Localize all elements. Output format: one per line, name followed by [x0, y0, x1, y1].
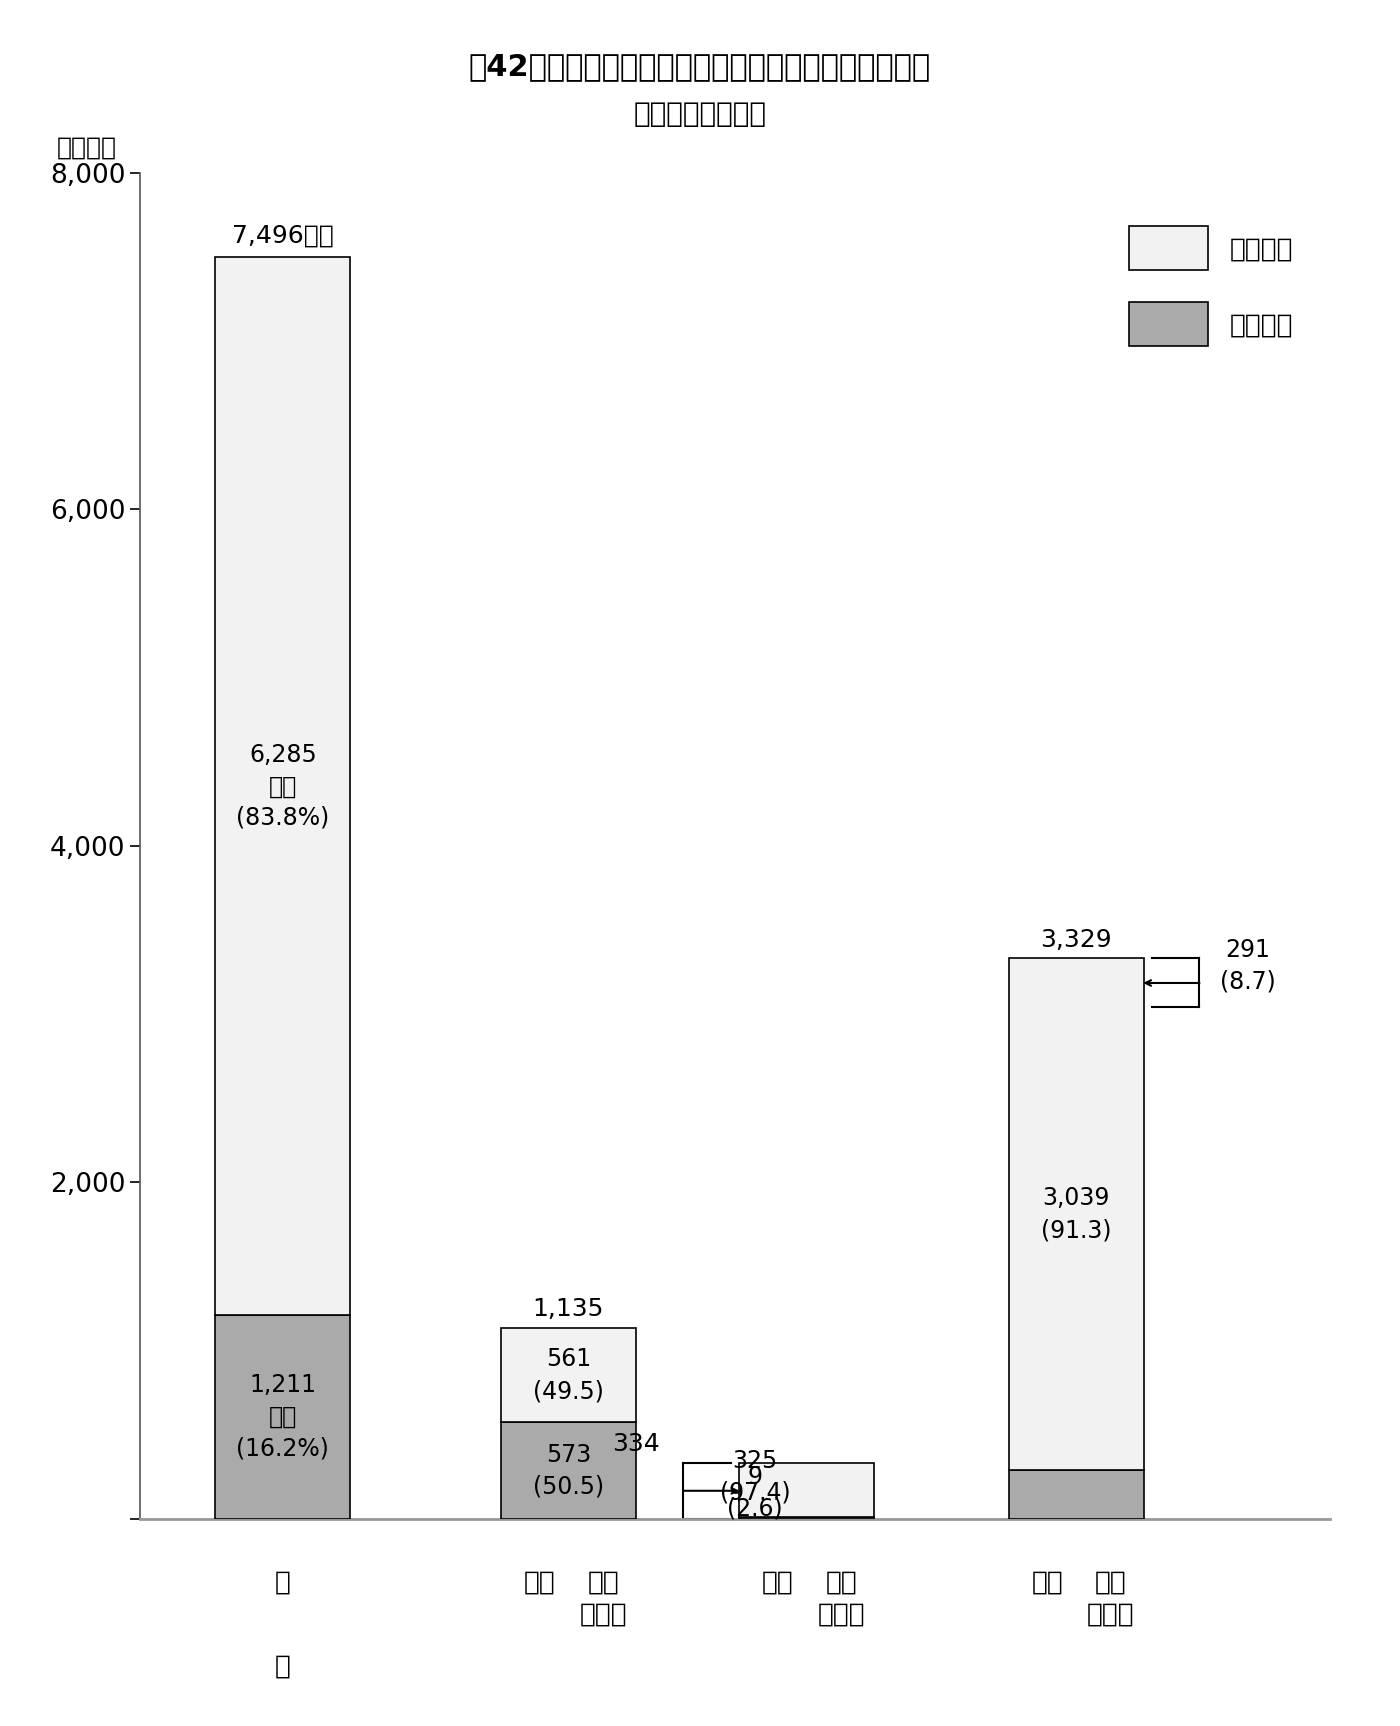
Text: 3,039
(91.3): 3,039 (91.3) — [1040, 1186, 1112, 1243]
Text: 334: 334 — [612, 1433, 659, 1457]
Text: 老人
福祉費: 老人 福祉費 — [818, 1569, 865, 1628]
Text: 561
(49.5): 561 (49.5) — [533, 1348, 603, 1403]
Bar — [1008, 1471, 1144, 1519]
Text: 1,211
億円
(16.2%): 1,211 億円 (16.2%) — [237, 1374, 329, 1460]
Text: 3,329: 3,329 — [1040, 929, 1112, 951]
Text: 9
(2.6): 9 (2.6) — [727, 1465, 783, 1521]
Text: 児童
福祉費: 児童 福祉費 — [1088, 1569, 1135, 1628]
Text: 第42図　民生費の目的別扶助費（補助・単独）の状況: 第42図 民生費の目的別扶助費（補助・単独）の状況 — [469, 52, 931, 81]
Text: 6,285
億円
(83.8%): 6,285 億円 (83.8%) — [237, 742, 329, 830]
Text: 社会
福祉費: 社会 福祉費 — [580, 1569, 627, 1628]
Text: うち: うち — [524, 1569, 556, 1595]
Bar — [216, 1315, 350, 1519]
Text: （億円）: （億円） — [56, 135, 116, 159]
Text: 573
(50.5): 573 (50.5) — [533, 1443, 603, 1498]
Text: 合: 合 — [274, 1569, 291, 1595]
Text: 325
(97.4): 325 (97.4) — [720, 1448, 790, 1505]
Text: 1,135: 1,135 — [533, 1298, 603, 1322]
Text: 計: 計 — [274, 1654, 291, 1679]
Text: うち: うち — [762, 1569, 794, 1595]
Text: 291
(8.7): 291 (8.7) — [1219, 939, 1275, 994]
Bar — [501, 1327, 636, 1422]
Bar — [1008, 958, 1144, 1471]
Bar — [739, 1462, 874, 1517]
Bar — [501, 1422, 636, 1519]
Bar — [216, 257, 350, 1315]
Text: 7,496億円: 7,496億円 — [232, 223, 333, 247]
Text: うち: うち — [1032, 1569, 1064, 1595]
Text: その１　都道府県: その１ 都道府県 — [633, 100, 767, 128]
Legend: 補助事業, 単独事業: 補助事業, 単独事業 — [1130, 226, 1294, 347]
